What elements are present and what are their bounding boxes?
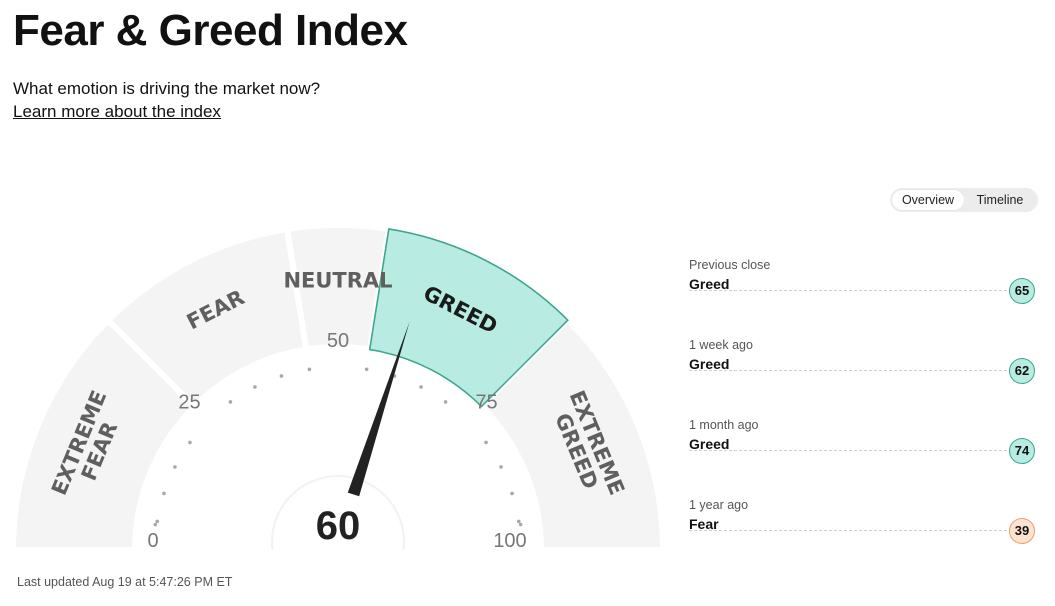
- gauge-dot: [173, 465, 177, 469]
- gauge-dot: [307, 367, 312, 372]
- gauge-inner: [136, 348, 540, 550]
- gauge-dot: [518, 522, 523, 527]
- history-period: 1 week ago: [689, 338, 753, 352]
- divider: [689, 370, 1007, 371]
- page-title: Fear & Greed Index: [13, 6, 408, 55]
- history-period: 1 year ago: [689, 498, 749, 512]
- fear-greed-gauge: EXTREMEFEAR FEAR NEUTRAL GREED EXTREMEGREED 0…: [0, 220, 680, 570]
- history-item-previous-close: Previous close Greed 65: [689, 258, 1035, 338]
- divider: [689, 450, 1007, 451]
- divider: [689, 290, 1007, 291]
- gauge-dot: [484, 440, 488, 445]
- view-toggle: Overview Timeline: [890, 188, 1038, 212]
- gauge-dot: [153, 522, 158, 527]
- gauge-tick-label-0: 0: [147, 530, 158, 552]
- history-item-1-month: 1 month ago Greed 74: [689, 418, 1035, 498]
- gauge-segment-extreme-greed: [478, 317, 666, 553]
- gauge-tick-label-75: 75: [475, 392, 497, 414]
- gauge-graphic: EXTREMEFEARFEARNEUTRALGREEDEXTREMEGREED0…: [0, 222, 680, 570]
- gauge-label-neutral: NEUTRAL: [283, 268, 392, 292]
- history-value-badge: 39: [1009, 518, 1035, 544]
- history-value-badge: 62: [1009, 358, 1035, 384]
- history-rating: Greed: [689, 276, 730, 292]
- history-value-badge: 65: [1009, 278, 1035, 304]
- gauge-needle: [347, 321, 410, 497]
- gauge-tick-label-100: 100: [493, 530, 526, 552]
- history-list: Previous close Greed 65 1 week ago Greed…: [689, 258, 1035, 578]
- history-item-1-year: 1 year ago Fear 39: [689, 498, 1035, 578]
- gauge-dot: [419, 385, 423, 389]
- gauge-dot: [253, 385, 257, 389]
- history-rating: Greed: [689, 436, 730, 452]
- gauge-dot: [499, 465, 503, 469]
- gauge-dot: [516, 519, 521, 524]
- gauge-tick-label-25: 25: [178, 392, 200, 414]
- history-period: Previous close: [689, 258, 771, 272]
- tab-timeline[interactable]: Timeline: [976, 193, 1024, 207]
- gauge-dot: [162, 491, 166, 496]
- gauge-bottom-mask: [0, 550, 680, 570]
- page-subtitle: What emotion is driving the market now?: [13, 79, 321, 98]
- gauge-dot: [510, 491, 514, 496]
- gauge-dot: [228, 400, 233, 404]
- tab-overview[interactable]: Overview: [892, 190, 964, 210]
- history-rating: Greed: [689, 356, 730, 372]
- gauge-dot: [279, 374, 284, 378]
- gauge-dot: [188, 440, 192, 445]
- gauge-tick-label-50: 50: [327, 330, 349, 352]
- divider: [689, 530, 1007, 531]
- history-period: 1 month ago: [689, 418, 759, 432]
- gauge-dot: [364, 367, 369, 372]
- gauge-segment-active-outline: [368, 228, 569, 408]
- history-item-1-week: 1 week ago Greed 62: [689, 338, 1035, 418]
- score-circle: [273, 477, 403, 570]
- history-value-badge: 74: [1009, 438, 1035, 464]
- gauge-score: 60: [315, 504, 361, 548]
- history-rating: Fear: [689, 516, 719, 532]
- learn-more-link[interactable]: Learn more about the index: [13, 102, 221, 121]
- gauge-dot: [155, 519, 160, 524]
- last-updated: Last updated Aug 19 at 5:47:26 PM ET: [17, 575, 233, 589]
- gauge-dot: [443, 400, 448, 404]
